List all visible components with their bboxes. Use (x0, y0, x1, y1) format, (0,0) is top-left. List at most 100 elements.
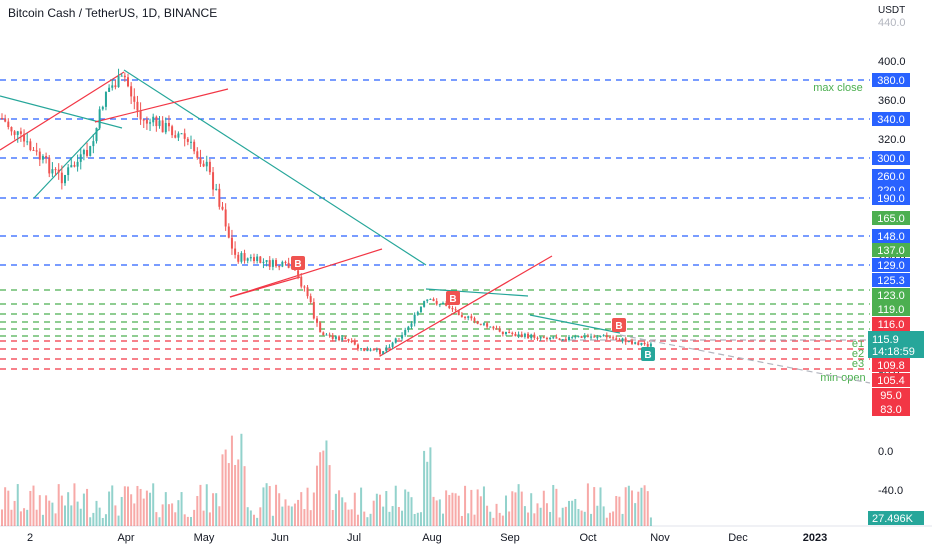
volume-bar (290, 506, 293, 526)
candle-body (580, 336, 583, 338)
candle-body (486, 323, 489, 327)
volume-bar (621, 513, 624, 526)
candle-body (193, 141, 196, 152)
volume-bar (249, 510, 252, 526)
level-note: e1 (852, 338, 864, 350)
level-price-label: 129.0 (877, 260, 905, 272)
candle-body (152, 116, 155, 123)
volume-bar (64, 505, 66, 526)
candle-body (495, 328, 498, 330)
volume-bar (511, 491, 514, 526)
volume-bar (19, 511, 22, 526)
price-tick-label: 360.0 (878, 95, 906, 107)
candle-body (574, 336, 577, 338)
volume-bar (637, 491, 640, 526)
candle-body (435, 301, 438, 305)
candle-body (586, 335, 589, 337)
volume-bar (397, 506, 400, 526)
level-price-label: 95.0 (880, 390, 901, 402)
candle-body (482, 323, 485, 325)
candle-body (360, 348, 363, 350)
time-tick-label: Aug (422, 532, 442, 544)
volume-bar (476, 489, 479, 526)
candle-body (419, 306, 422, 313)
volume-bar (303, 509, 306, 526)
candle-body (60, 172, 63, 184)
volume-bar (224, 449, 227, 526)
level-price-badge (872, 273, 910, 287)
volume-bar (631, 490, 633, 526)
volume-bar (54, 513, 57, 526)
candle-body (624, 338, 627, 343)
candle-body (520, 334, 523, 337)
level-price-badge (872, 258, 910, 272)
volume-bar (646, 491, 649, 526)
candle-body (196, 151, 199, 158)
volume-bar (360, 487, 363, 526)
volume-bar (356, 514, 359, 526)
volume-bar (334, 493, 337, 526)
candle-body (322, 332, 325, 336)
volume-bar (580, 510, 583, 526)
volume-bar (571, 500, 574, 526)
volume-bar (7, 490, 10, 526)
volume-bar (558, 517, 561, 526)
volume-bar (16, 484, 19, 526)
volume-bar (278, 493, 281, 526)
candle-body (646, 344, 649, 347)
trend-line (94, 88, 229, 123)
volume-bar (388, 511, 391, 526)
volume-bar (158, 517, 161, 526)
candle-body (218, 188, 221, 207)
candle-body (328, 334, 331, 336)
volume-bar (265, 483, 268, 526)
candle-body (212, 172, 215, 190)
volume-bar (448, 494, 451, 526)
volume-bar (164, 492, 167, 526)
candle-body (426, 299, 429, 302)
volume-bar (590, 513, 593, 526)
trend-line (229, 248, 383, 298)
candle-body (82, 149, 85, 155)
level-price-label: 380.0 (877, 75, 905, 87)
candle-body (101, 106, 104, 110)
volume-bar (127, 486, 129, 526)
candle-body (593, 336, 596, 338)
volume-bar (183, 514, 186, 526)
volume-bar (237, 459, 240, 526)
time-tick-label: Dec (728, 532, 748, 544)
candle-body (306, 287, 309, 297)
volume-bar (76, 501, 79, 526)
volume-bar (108, 491, 111, 526)
volume-bar (545, 503, 548, 526)
volume-bar (451, 492, 454, 526)
volume-bar (542, 490, 545, 526)
level-price-badge (872, 169, 910, 183)
volume-bar (293, 503, 296, 526)
level-note: e2 (852, 348, 864, 360)
level-price-badge (872, 191, 910, 205)
level-price-badge (872, 211, 910, 225)
candle-body (262, 261, 265, 263)
trend-line (619, 334, 871, 384)
volume-bar (586, 483, 589, 526)
candle-body (344, 337, 347, 340)
volume-bar (561, 507, 564, 526)
volume-bar (479, 496, 482, 526)
level-price-label: 123.0 (877, 290, 905, 302)
candle-body (353, 341, 356, 345)
volume-bar (552, 484, 555, 526)
volume-bar (634, 503, 637, 526)
candle-body (284, 261, 287, 263)
volume-bar (212, 493, 215, 526)
candle-body (161, 120, 164, 133)
volume-bar (363, 511, 366, 526)
candle-body (253, 257, 255, 262)
candle-body (230, 237, 233, 249)
candle-body (631, 341, 633, 344)
time-axis: 2 Apr May Jun Jul Aug Sep Oct Nov Dec 2023 (27, 532, 827, 544)
volume-bar (180, 492, 183, 526)
candle-body (397, 338, 400, 340)
candlesticks (1, 68, 652, 357)
